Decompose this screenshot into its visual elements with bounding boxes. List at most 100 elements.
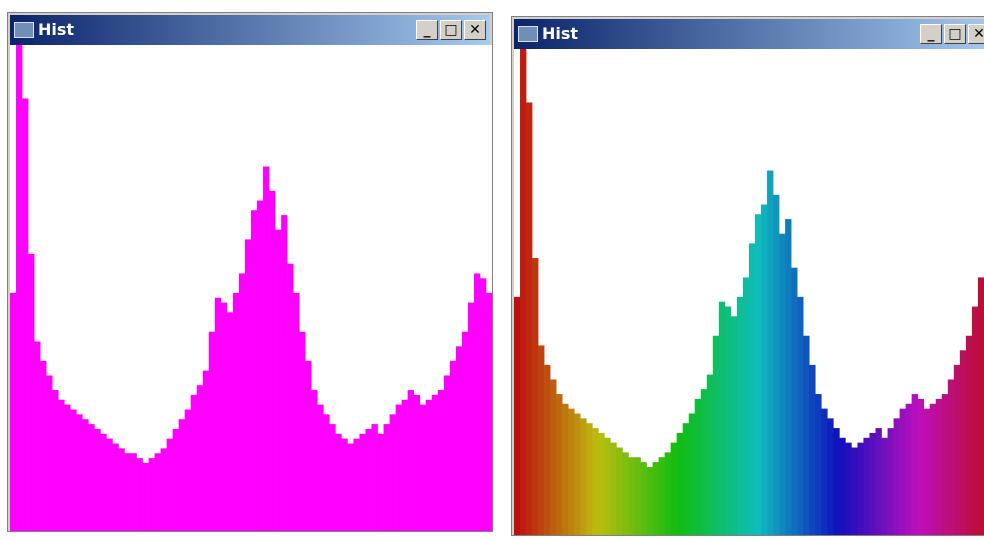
title-bar: Hist _ □ ✕ (10, 15, 490, 45)
bar (544, 365, 550, 535)
bar (402, 400, 408, 531)
bar (52, 390, 58, 531)
bar (372, 424, 378, 531)
bar (414, 395, 420, 531)
bar (263, 167, 269, 532)
bar (269, 191, 275, 531)
bar (809, 365, 815, 535)
bar (882, 438, 888, 535)
bar (930, 404, 936, 535)
bar (317, 405, 323, 531)
bar (960, 350, 966, 535)
bar (185, 410, 191, 532)
window: Hist _ □ ✕ (511, 16, 984, 536)
bar (390, 414, 396, 531)
bar (635, 457, 641, 535)
bar (532, 258, 538, 535)
minimize-button[interactable]: _ (920, 24, 942, 44)
bar (761, 205, 767, 535)
bar (568, 409, 574, 535)
bar (695, 399, 701, 535)
bar (408, 390, 414, 531)
title-bar: Hist _ □ ✕ (514, 19, 984, 49)
bar (209, 332, 215, 531)
bar (948, 379, 954, 535)
bar (384, 424, 390, 531)
bar (876, 428, 882, 535)
window: Hist _ □ ✕ (7, 12, 493, 532)
window-title: Hist (38, 20, 74, 39)
bar (839, 438, 845, 535)
bar (912, 394, 918, 535)
bar (869, 433, 875, 535)
bar (749, 243, 755, 535)
window-title: Hist (542, 24, 578, 43)
bar (161, 448, 167, 531)
bar (592, 428, 598, 535)
bar (293, 293, 299, 531)
bar (677, 433, 683, 535)
bar (124, 453, 130, 531)
bar (833, 428, 839, 535)
bar (112, 444, 118, 531)
bar (468, 303, 474, 531)
maximize-button[interactable]: □ (440, 20, 462, 40)
bar (353, 439, 359, 531)
close-button[interactable]: ✕ (968, 24, 984, 44)
bar (34, 341, 40, 531)
bar (731, 316, 737, 535)
bar (972, 307, 978, 535)
bar (954, 365, 960, 535)
bar (118, 448, 124, 531)
bar (420, 405, 426, 531)
bar (486, 293, 492, 531)
bar (28, 254, 34, 531)
app-icon (518, 26, 538, 42)
bar (131, 453, 137, 531)
bar (22, 98, 28, 531)
bar (580, 418, 586, 535)
bar (179, 419, 185, 531)
close-button[interactable]: ✕ (464, 20, 486, 40)
client-area (10, 45, 492, 531)
bar (221, 303, 227, 531)
bar (713, 336, 719, 535)
bar (641, 462, 647, 535)
bar (586, 423, 592, 535)
bar (797, 297, 803, 535)
bar (803, 336, 809, 535)
bar (725, 307, 731, 535)
bar (233, 293, 239, 531)
bar (329, 424, 335, 531)
bar (64, 405, 70, 531)
bar (767, 171, 773, 536)
bar (474, 273, 480, 531)
bar (347, 444, 353, 531)
bar (462, 332, 468, 531)
bar (936, 399, 942, 535)
bar (245, 239, 251, 531)
bar (743, 277, 749, 535)
bar (647, 467, 653, 535)
bar (191, 395, 197, 531)
bar (966, 336, 972, 535)
bar (821, 409, 827, 535)
maximize-button[interactable]: □ (944, 24, 966, 44)
bar (40, 361, 46, 531)
bar (444, 375, 450, 531)
bar (785, 219, 791, 535)
bar (863, 438, 869, 535)
desktop: Hist _ □ ✕ Hist _ □ ✕ (() => { const dat… (0, 0, 984, 527)
bar (659, 457, 665, 535)
minimize-button[interactable]: _ (416, 20, 438, 40)
bar (689, 414, 695, 536)
bar (526, 102, 532, 535)
bar (701, 389, 707, 535)
bar (137, 458, 143, 531)
bar (779, 234, 785, 535)
bar (665, 452, 671, 535)
bar (335, 434, 341, 531)
bar (341, 439, 347, 531)
bar (514, 297, 520, 535)
bar (616, 448, 622, 535)
